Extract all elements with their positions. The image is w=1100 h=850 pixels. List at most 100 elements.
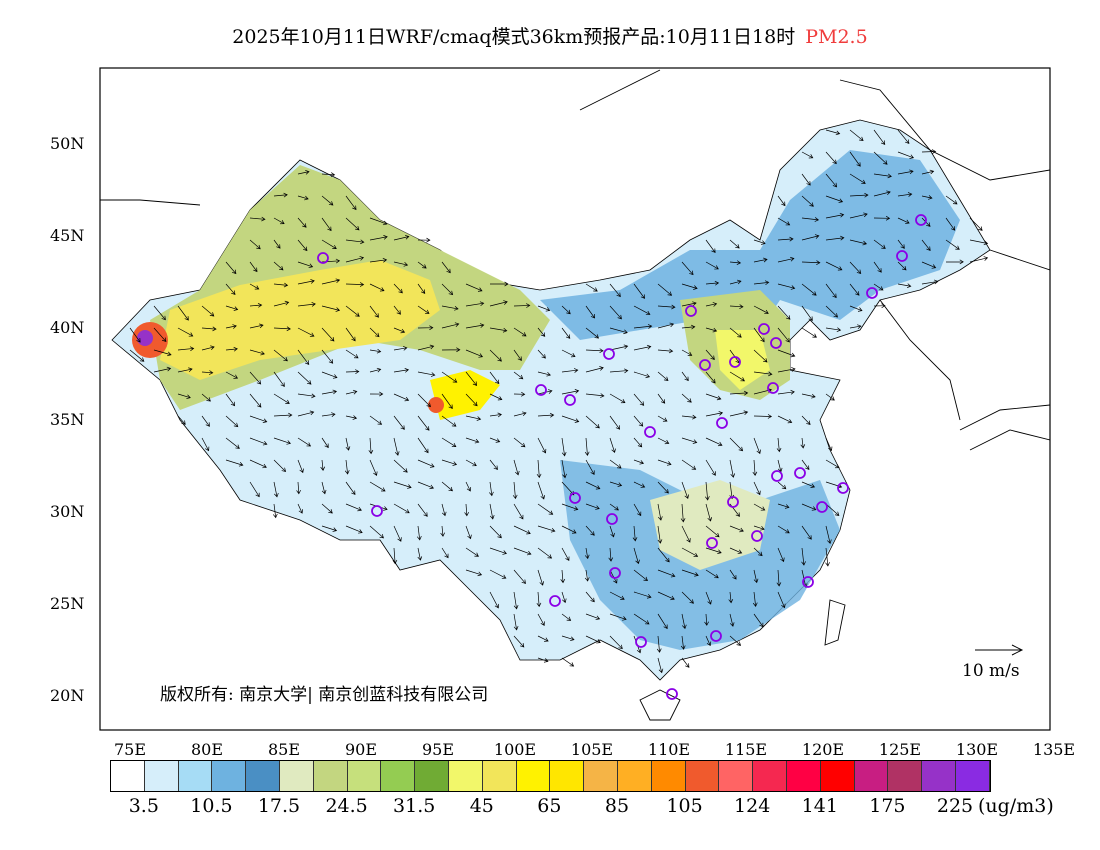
wind-arrow	[801, 305, 813, 321]
station-marker	[716, 417, 728, 429]
wind-arrow	[777, 503, 790, 509]
wind-arrow	[537, 327, 546, 337]
blue-zone	[540, 150, 960, 340]
wind-arrow	[537, 547, 553, 559]
wind-arrow	[801, 234, 820, 241]
wind-arrow	[657, 569, 676, 578]
wind-arrow	[345, 503, 362, 512]
wind-arrow	[489, 547, 507, 555]
yellow-zone	[430, 370, 500, 420]
wind-arrow	[489, 591, 499, 609]
wind-arrow	[465, 371, 478, 386]
wind-arrow	[489, 371, 500, 385]
colorbar-swatch	[719, 761, 754, 791]
wind-arrow	[440, 525, 446, 537]
wind-arrow	[537, 481, 546, 500]
wind-arrow	[345, 525, 363, 534]
wind-arrow	[417, 459, 435, 468]
station-marker	[770, 337, 782, 349]
wind-arrow	[225, 261, 237, 275]
wind-arrow	[537, 635, 549, 642]
wind-arrow	[632, 525, 638, 542]
colorbar-swatch	[246, 761, 280, 791]
wind-arrow	[537, 525, 556, 533]
wind-arrow	[609, 525, 615, 538]
wind-arrow	[345, 369, 360, 374]
wind-arrow	[201, 326, 217, 332]
wind-arrow	[273, 282, 289, 288]
wind-arrow	[369, 348, 382, 354]
wind-arrow	[513, 437, 526, 448]
wind-arrow	[680, 635, 686, 650]
wind-arrow	[561, 327, 571, 339]
station-marker	[699, 359, 711, 371]
wind-arrow	[321, 239, 337, 249]
station-marker	[666, 688, 678, 700]
colorbar-swatch	[617, 761, 652, 791]
wind-arrow	[416, 525, 422, 541]
colorbar-swatch	[753, 761, 787, 791]
wind-arrow	[657, 304, 676, 310]
wind-arrow	[584, 569, 590, 582]
colorbar-label: 31.5	[393, 795, 436, 817]
wind-arrow	[585, 393, 605, 398]
wind-arrow	[129, 349, 145, 362]
wind-arrow	[489, 437, 501, 443]
wind-arrow	[297, 410, 315, 417]
wind-arrow	[800, 437, 806, 449]
wind-arrow	[513, 349, 522, 361]
wind-arrow	[777, 367, 796, 373]
station-marker	[771, 470, 783, 482]
wind-arrow	[897, 192, 913, 197]
wind-arrow	[537, 569, 545, 586]
wind-arrow	[489, 393, 503, 401]
wind-arrow	[777, 195, 786, 207]
wind-arrow	[561, 591, 567, 604]
colorbar-label: 175	[869, 795, 906, 817]
wind-arrow	[513, 303, 531, 308]
wind-arrow	[921, 149, 937, 154]
wind-arrow	[873, 129, 886, 145]
wind-arrow	[225, 346, 238, 352]
wind-arrow	[801, 525, 812, 540]
wind-arrow	[873, 151, 888, 165]
wind-arrow	[273, 459, 287, 473]
wind-arrow	[777, 256, 795, 263]
wind-arrow	[633, 459, 645, 465]
wind-arrow	[561, 503, 579, 511]
wind-arrow	[657, 437, 670, 445]
wind-arrow	[513, 525, 531, 535]
wind-arrow	[752, 459, 758, 477]
wind-arrow	[681, 393, 692, 403]
wind-arrow	[417, 305, 430, 314]
wind-arrow	[249, 459, 267, 469]
wind-arrow	[633, 283, 646, 299]
wind-arrow	[825, 151, 837, 165]
wind-arrow	[609, 591, 625, 600]
wind-arrow	[297, 327, 315, 337]
colorbar-label: 10.5	[190, 795, 233, 817]
wind-arrow	[393, 367, 410, 373]
wind-arrow	[729, 410, 749, 417]
wind-arrow	[345, 282, 365, 287]
colorbar-swatch	[922, 761, 956, 791]
colorbar-swatch	[313, 761, 348, 791]
wind-arrow	[657, 322, 675, 329]
wind-arrow	[297, 503, 303, 514]
wind-arrow	[465, 349, 484, 358]
wind-arrow	[849, 261, 862, 275]
wind-arrow	[465, 323, 485, 329]
yellow-zone	[715, 330, 770, 390]
wind-arrow	[513, 327, 527, 337]
wind-arrow	[609, 437, 616, 454]
wind-arrow	[225, 437, 240, 449]
wind-arrow	[753, 305, 769, 315]
wind-arrow	[777, 591, 786, 609]
wind-arrow	[849, 151, 861, 167]
wind-arrow	[489, 412, 502, 418]
wind-arrow	[393, 393, 410, 402]
wind-arrow	[321, 278, 341, 285]
wind-arrow	[513, 503, 524, 520]
wind-arrow	[849, 305, 863, 312]
